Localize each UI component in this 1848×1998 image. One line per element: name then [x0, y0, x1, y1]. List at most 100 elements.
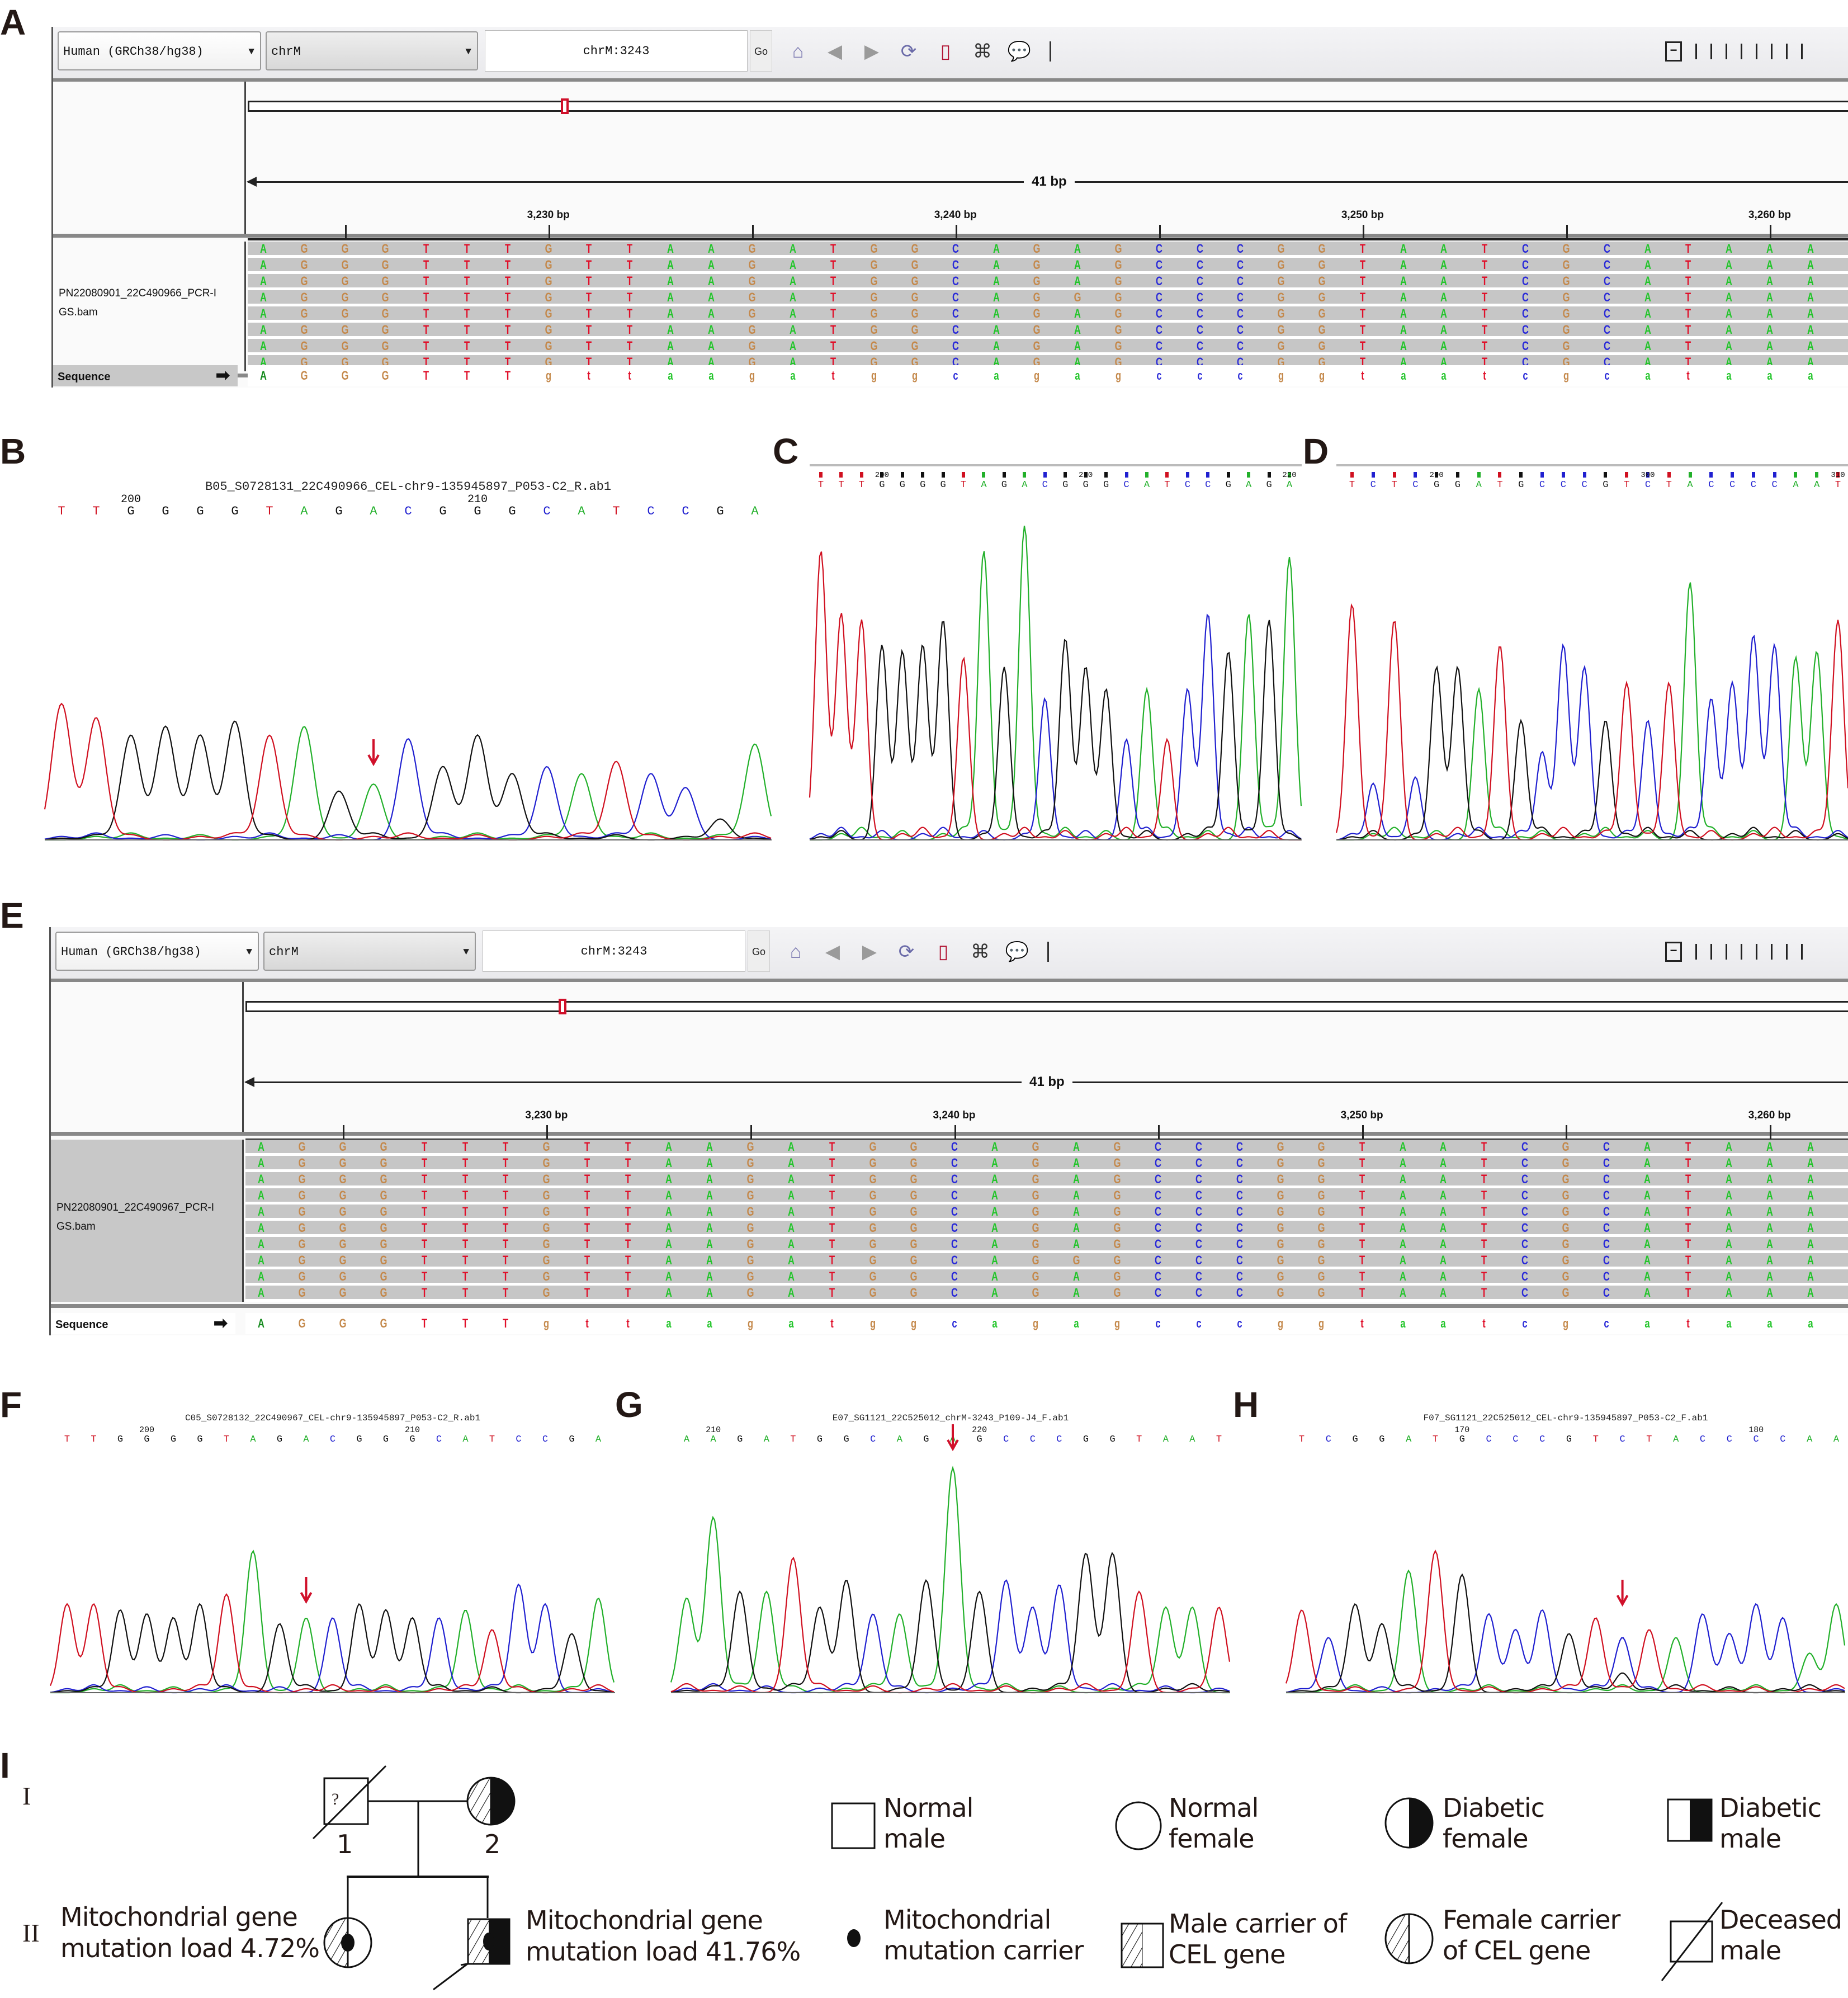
trace-file-name: B05_S0728131_22C490966_CEL-chr9-13594589… [205, 480, 612, 494]
bam-track-name[interactable]: PN22080901_22C490966_PCR-I [59, 287, 217, 299]
read-base: A [787, 1237, 795, 1251]
forward-icon[interactable]: ▶ [864, 41, 880, 62]
genome-dropdown[interactable]: Human (GRCh38/hg38) ▼ [55, 932, 259, 971]
zoom-slider[interactable]: − [1665, 939, 1803, 964]
read-base: T [1482, 274, 1488, 288]
read-base: G [1114, 306, 1122, 320]
reference-base: T [504, 369, 511, 382]
resize-icon[interactable]: ⌘ [971, 941, 990, 962]
chromosome-ideogram[interactable] [248, 101, 1848, 112]
sequence-track-label[interactable]: Sequence ➡ [53, 365, 238, 386]
base-call: G [1459, 1434, 1465, 1445]
zoom-out-icon[interactable]: − [1665, 942, 1682, 962]
read-base: A [258, 1172, 264, 1186]
reference-base: g [1563, 1316, 1569, 1330]
igv-window-e: Human (GRCh38/hg38) ▼ chrM ▼ chrM:3243 Go ⌂ ◀ ▶ ⟳… [49, 927, 1848, 1335]
read-base: G [380, 1172, 387, 1186]
read-base: G [1317, 1188, 1325, 1202]
read-base: T [464, 290, 470, 304]
strand-arrow-icon[interactable]: ➡ [215, 366, 230, 385]
trace-c [50, 1583, 615, 1694]
zoom-tick [1786, 44, 1788, 59]
read-base: G [1032, 1172, 1039, 1186]
go-button[interactable]: Go [748, 930, 770, 972]
span-label: 41 bp [1024, 173, 1075, 190]
base-position-number: 210 [706, 1425, 721, 1435]
base-call: G [1062, 480, 1069, 490]
locus-input[interactable]: chrM:3243 [483, 930, 745, 972]
region-icon[interactable]: ▯ [940, 41, 951, 62]
resize-icon[interactable]: ⌘ [973, 41, 992, 62]
track-separator [53, 234, 1848, 238]
base-call: G [127, 504, 135, 518]
read-base: C [1522, 274, 1529, 288]
home-icon[interactable]: ⌂ [790, 941, 802, 962]
read-base: G [1113, 1172, 1121, 1186]
base-call-marker [1498, 472, 1502, 478]
read-base: G [300, 323, 308, 337]
chromosome-dropdown[interactable]: chrM ▼ [263, 932, 476, 971]
reference-base: g [545, 369, 551, 382]
read-base: A [1766, 306, 1773, 320]
read-base: T [627, 355, 633, 369]
read-base: T [584, 1237, 590, 1251]
read-base: T [1685, 1269, 1691, 1283]
popup-icon[interactable]: 💬 [1005, 941, 1029, 962]
read-base: G [1033, 242, 1041, 256]
home-icon[interactable]: ⌂ [792, 40, 804, 62]
locus-input[interactable]: chrM:3243 [485, 30, 748, 72]
read-base: A [1766, 1237, 1773, 1251]
refresh-icon[interactable]: ⟳ [898, 941, 915, 962]
bam-track-name[interactable]: PN22080901_22C490967_PCR-I [56, 1202, 215, 1213]
strand-arrow-icon[interactable]: ➡ [213, 1314, 228, 1333]
read-base: A [1807, 1172, 1814, 1186]
chromosome-ideogram[interactable] [245, 1001, 1848, 1012]
read-base: A [1726, 323, 1733, 337]
zoom-slider[interactable]: − [1665, 39, 1803, 64]
read-base: A [991, 1286, 999, 1300]
popup-icon[interactable]: 💬 [1007, 41, 1032, 62]
go-button[interactable]: Go [750, 30, 772, 72]
read-base: G [341, 339, 349, 353]
zoom-out-icon[interactable]: − [1665, 41, 1682, 62]
chromosome-dropdown[interactable]: chrM ▼ [266, 31, 478, 70]
genome-dropdown[interactable]: Human (GRCh38/hg38) ▼ [58, 31, 261, 70]
forward-icon[interactable]: ▶ [862, 941, 877, 962]
read-base: C [1603, 258, 1610, 272]
read-base: T [625, 1269, 631, 1283]
back-icon[interactable]: ◀ [827, 41, 843, 62]
base-call: C [1619, 1434, 1625, 1445]
read-base: T [504, 242, 511, 256]
read-base: T [504, 339, 511, 353]
read-base: A [258, 1253, 264, 1267]
region-icon[interactable]: ▯ [938, 941, 949, 962]
sequence-track-label[interactable]: Sequence ➡ [51, 1313, 235, 1334]
ruler: 41 bp 3,230 bp 3,240 bp 3,250 bp 3,260 bp [244, 982, 1848, 1141]
read-base: T [1359, 290, 1365, 304]
read-base: T [830, 274, 836, 288]
back-icon[interactable]: ◀ [825, 941, 840, 962]
track-separator [51, 1132, 1848, 1136]
refresh-icon[interactable]: ⟳ [900, 41, 917, 62]
read-base: T [423, 355, 429, 369]
base-call: A [1687, 480, 1693, 490]
base-call: T [91, 1434, 97, 1445]
reference-base: a [1074, 1316, 1079, 1330]
